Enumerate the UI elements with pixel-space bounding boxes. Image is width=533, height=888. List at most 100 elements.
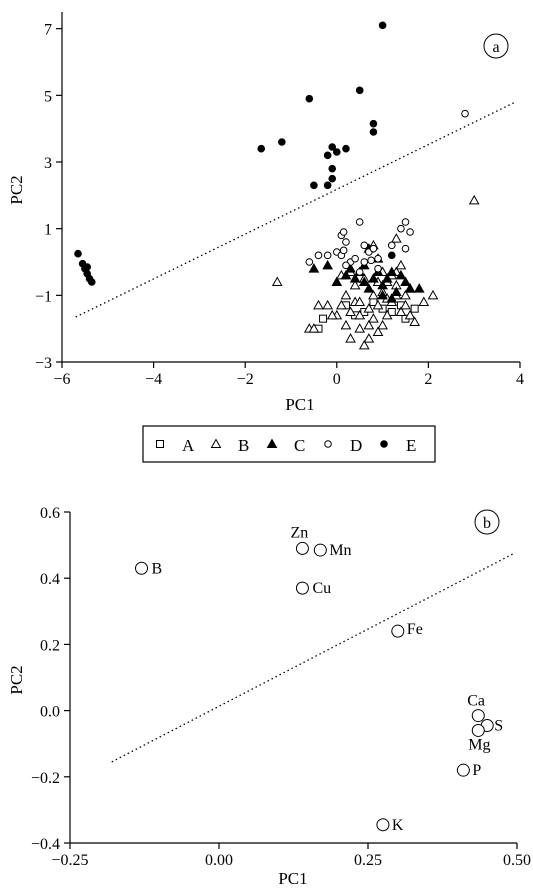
data-label-k: K [392,817,404,834]
panel-a-y-tick-label: −3 [35,355,52,372]
data-point-c [386,266,398,276]
data-point-c [400,276,411,286]
data-point-e [332,148,341,156]
legend-label-d: D [350,436,362,455]
legend-item-d: D [324,436,362,455]
data-point-b [354,309,366,320]
data-point-c [331,276,343,286]
panel-b-x-tick-label: −0.25 [51,852,88,869]
panel-b-x-tick-label: 0.50 [503,852,531,869]
panel-b-y-axis-title: PC2 [7,665,26,694]
data-point-d [342,261,350,270]
data-point-b [427,289,439,300]
data-point-e [328,143,337,151]
element-point-k: K [376,817,404,834]
data-label-fe: Fe [407,621,423,638]
data-point-b [340,289,352,300]
data-point-b [409,316,421,326]
data-point-b [395,259,407,270]
data-point-c [322,259,333,270]
data-label-ca: Ca [467,693,485,710]
data-point-e [369,119,378,128]
legend-box [142,425,436,463]
series-e [74,21,396,286]
data-point-d [374,264,382,273]
panel-b-scatter-plot: −0.25 0.00 0.25 0.50 −0.4 −0.2 0.0 0.2 0.4 0.6 B Z… [7,505,531,888]
data-point-b [468,194,480,205]
element-point-cu: Cu [295,580,331,597]
legend-marker-e [380,440,388,448]
data-point-b [349,279,361,290]
element-point-p: P [456,762,481,779]
data-label-b: B [152,560,163,577]
legend-marker-d [324,440,332,448]
data-point-e [310,181,318,190]
legend-marker-c [266,438,278,448]
panel-b-y-tick-label: 0.2 [40,637,60,654]
data-point-b [400,289,411,300]
panel-a-y-tick-label: 5 [44,88,52,105]
data-point-mg [471,723,485,737]
data-point-c [340,269,352,280]
data-label-s: S [494,717,503,734]
data-point-c [395,269,407,280]
data-point-b [390,233,402,243]
panel-b-label: b [483,515,491,532]
legend-label-c: C [294,436,305,455]
data-point-e [278,138,286,146]
panel-a-badge: a [483,33,509,59]
data-point-b [358,339,370,350]
data-point-b [326,309,338,320]
data-point-e [323,181,332,190]
data-point-b [345,333,356,343]
data-point-k [376,818,390,832]
panel-a-x-tick-label: 4 [516,371,524,388]
data-point-fe [391,624,405,638]
data-point-b [135,561,149,575]
data-point-b [354,323,366,333]
data-point-d [397,224,405,233]
data-point-e [387,251,396,260]
panel-a-dotted-separator-line [75,101,516,318]
panel-b-x-tick-label: 0.00 [205,852,233,869]
data-point-e [305,94,314,103]
data-point-b [313,299,324,310]
element-point-zn: Zn [290,524,309,555]
data-point-d [314,251,323,260]
data-point-e [355,86,364,95]
data-point-b [404,309,416,320]
data-point-d [461,109,469,118]
data-point-a [410,304,419,313]
data-point-e [74,249,82,258]
data-point-d [323,251,332,260]
element-point-b: B [135,560,163,577]
data-point-b [363,303,375,313]
legend-marker-b [210,438,222,448]
data-point-d [401,218,410,226]
data-point-mn [313,543,327,557]
data-point-c [349,273,361,283]
data-point-b [381,309,393,320]
data-point-e [369,128,378,136]
data-point-e [342,144,350,153]
data-point-e [323,151,332,160]
legend-marker-a [156,440,164,448]
series-d [305,109,469,276]
legend-label-e: E [406,436,416,455]
data-point-ca [471,709,485,723]
data-point-b [372,326,384,336]
data-point-b [400,299,411,310]
data-point-c [390,286,402,296]
data-point-zn [295,541,309,555]
data-point-e [257,144,266,153]
data-point-b [308,323,320,333]
data-label-mn: Mn [329,542,351,559]
data-point-d [387,241,396,250]
data-point-d [401,244,410,253]
data-point-e [378,21,387,30]
panel-b-y-tick-label: 0.6 [40,505,60,522]
data-point-a [319,314,328,323]
panel-a-x-tick-label: −4 [145,371,162,388]
data-point-c [377,289,388,300]
panel-a-x-tick-label: 0 [333,371,341,388]
